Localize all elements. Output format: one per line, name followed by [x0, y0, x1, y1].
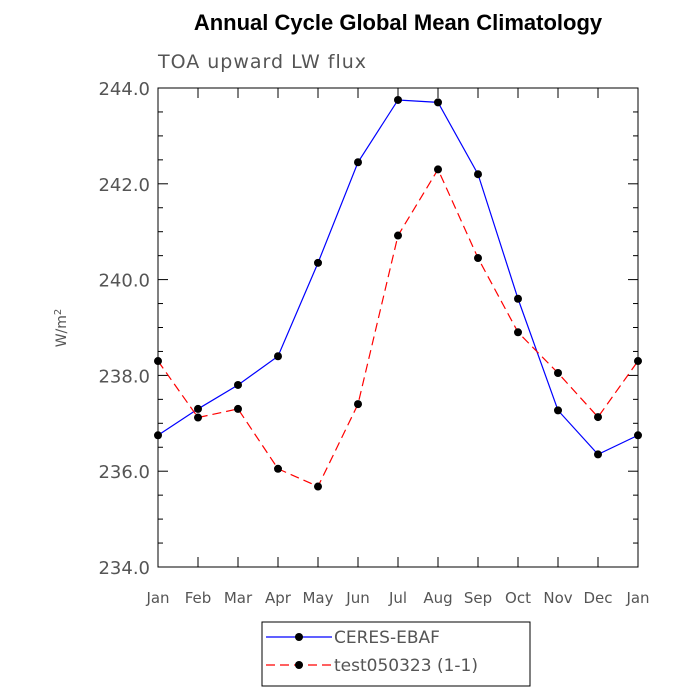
series-1-point — [554, 406, 562, 415]
series-2-point — [234, 404, 242, 413]
series-1-point — [274, 352, 282, 361]
legend-label-1: CERES-EBAF — [334, 628, 440, 648]
legend-box — [261, 621, 531, 687]
series-1-point — [194, 404, 202, 413]
series-2-point — [634, 357, 642, 366]
plot-border — [157, 87, 639, 568]
y-tick-label: 242.0 — [98, 175, 150, 196]
series-1-point — [634, 431, 642, 440]
series-2-point — [354, 400, 362, 409]
series-1-point — [594, 450, 602, 459]
plot-area — [157, 87, 639, 568]
series-1-point — [154, 431, 162, 440]
series-2-point — [554, 369, 562, 378]
series-2-point — [434, 165, 442, 174]
series-2-point — [394, 231, 402, 240]
x-tick-label: Feb — [185, 589, 212, 607]
series-2-point — [194, 413, 202, 422]
x-tick-label: Dec — [583, 589, 612, 607]
series-2-point — [274, 464, 282, 473]
x-tick-label: Jun — [345, 589, 369, 607]
series-1-point — [474, 170, 482, 179]
x-tick-label: Jan — [145, 589, 169, 607]
legend-marker-1 — [295, 633, 303, 641]
y-tick-label: 238.0 — [98, 366, 150, 387]
series-2-point — [474, 254, 482, 263]
x-tick-label: Apr — [265, 589, 292, 607]
legend-marker-2 — [295, 661, 303, 669]
series-layer — [154, 95, 642, 491]
x-tick-label: Sep — [464, 589, 492, 607]
y-axis: 234.0 236.0 238.0 240.0 242.0 244.0 — [98, 79, 638, 579]
legend-label-2: test050323 (1-1) — [334, 656, 478, 676]
x-tick-label: Aug — [423, 589, 452, 607]
series-1-point — [394, 95, 402, 104]
legend: CERES-EBAF test050323 (1-1) — [261, 621, 531, 687]
y-tick-label: 234.0 — [98, 558, 150, 579]
series-1-point — [314, 258, 322, 267]
y-tick-label: 244.0 — [98, 79, 150, 100]
series-2-point — [514, 328, 522, 337]
x-tick-label: Jan — [625, 589, 649, 607]
y-axis-label: W/m2 — [53, 309, 70, 348]
x-tick-label: Nov — [543, 589, 572, 607]
series-1-point — [434, 98, 442, 107]
series-1-point — [354, 158, 362, 167]
series-2-point — [154, 357, 162, 366]
y-tick-label: 240.0 — [98, 271, 150, 292]
series-line-1 — [157, 99, 639, 456]
x-tick-label: Mar — [224, 589, 253, 607]
series-2-point — [594, 413, 602, 422]
x-tick-label: May — [302, 589, 333, 607]
series-1-point — [234, 380, 242, 389]
x-tick-label: Jul — [388, 589, 407, 607]
series-2-point — [314, 482, 322, 491]
series-line-2 — [157, 168, 639, 488]
chart-subtitle: TOA upward LW flux — [157, 51, 367, 73]
x-tick-label: Oct — [505, 589, 531, 607]
x-axis: Jan Feb Mar Apr May Jun Jul Aug Sep Oct Nov Dec Jan — [145, 88, 650, 607]
y-tick-label: 236.0 — [98, 462, 150, 483]
series-1-point — [514, 294, 522, 303]
chart-title: Annual Cycle Global Mean Climatology — [194, 10, 603, 35]
